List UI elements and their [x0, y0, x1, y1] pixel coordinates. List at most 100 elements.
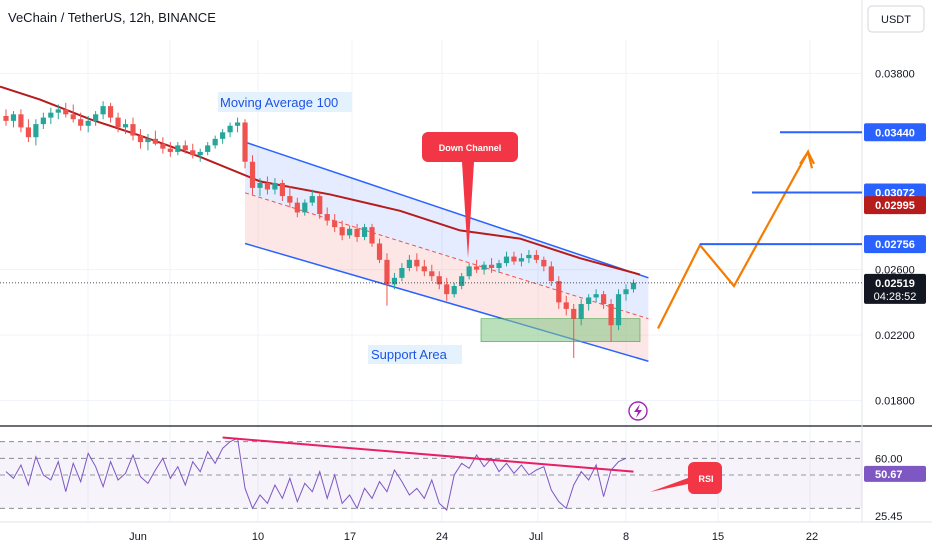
candle-body	[601, 294, 607, 304]
ma-label-bg	[218, 92, 352, 112]
candle-body	[234, 122, 241, 126]
currency-button[interactable]	[867, 5, 925, 33]
chart-title: VeChain / TetherUS, 12h, BINANCE	[8, 10, 216, 25]
price-label: 0.03440	[875, 127, 915, 139]
candle-body	[324, 214, 330, 221]
support-zone	[480, 318, 641, 342]
candle-body	[444, 284, 450, 295]
price-label-bg	[864, 235, 926, 254]
candle-body	[399, 268, 405, 278]
candle-body	[48, 112, 54, 118]
candle-body	[347, 228, 353, 236]
time-tick-label: Jun	[129, 531, 147, 543]
projection-line	[657, 148, 814, 330]
candle-body	[496, 263, 502, 269]
flash-icon[interactable]	[628, 401, 648, 421]
price-label-bg	[864, 196, 926, 215]
candle-body	[511, 256, 517, 262]
candle-body	[481, 264, 487, 270]
candle-body	[3, 115, 9, 121]
candle-body	[436, 276, 442, 285]
price-label-bg	[864, 123, 926, 142]
candle-body	[548, 266, 554, 282]
candle-body	[571, 308, 577, 319]
projection-arrowhead	[799, 149, 815, 165]
currency-button-label[interactable]: USDT	[881, 14, 911, 26]
candle-body	[182, 145, 188, 151]
candle-body	[630, 282, 637, 290]
time-tick-label: Jul	[529, 531, 543, 543]
rsi-callout-label: RSI	[698, 474, 713, 484]
candle-body	[459, 276, 465, 287]
candle-body	[175, 145, 181, 152]
rsi-tick-label: 60.00	[875, 453, 903, 465]
candle-body	[593, 294, 599, 298]
candle-body	[309, 196, 315, 203]
rsi-value-bg	[864, 465, 926, 482]
time-tick-label: 22	[806, 531, 818, 543]
candle-body	[25, 127, 32, 138]
rsi-tick-label: 25.45	[875, 511, 903, 523]
candle-body	[526, 254, 532, 259]
candle-body	[33, 124, 39, 138]
candle-body	[615, 294, 622, 326]
support-area	[480, 318, 641, 342]
rsi-band	[0, 441, 862, 509]
candle-body	[227, 125, 233, 133]
candle-body	[488, 264, 495, 269]
candle-body	[332, 220, 338, 228]
candle-body	[317, 196, 323, 215]
channel-upper-fill	[245, 142, 649, 319]
time-tick-label: 24	[436, 531, 448, 543]
candle-body	[578, 303, 584, 319]
candle-body	[474, 266, 480, 270]
candle-body	[212, 138, 218, 146]
channel-upper-line	[244, 141, 649, 279]
price-tick-label: 0.01800	[875, 395, 915, 407]
candle-body	[145, 138, 151, 143]
candle-body	[414, 259, 420, 267]
time-tick-label: 17	[344, 531, 356, 543]
candle-body	[294, 202, 300, 213]
candle-body	[384, 259, 390, 285]
candle-body	[376, 243, 383, 260]
callouts: Moving Average 100 Down Channel Support Ar…	[218, 92, 722, 494]
candle-body	[70, 114, 76, 120]
channel-callout-bubble	[422, 132, 518, 258]
candle-body	[533, 254, 539, 260]
candle-body	[466, 266, 472, 277]
support-label-bg	[368, 345, 462, 364]
candle-body	[406, 259, 412, 269]
candle-body	[10, 114, 17, 121]
candle-body	[257, 182, 263, 188]
rsi-series	[5, 436, 634, 511]
candle-body	[190, 150, 196, 156]
rsi-trendline	[222, 436, 634, 473]
candle-body	[556, 281, 562, 303]
candle-body	[541, 259, 547, 267]
price-tick-label: 0.03800	[875, 68, 915, 80]
candle-body	[563, 302, 569, 309]
rsi-callout-bubble	[650, 462, 722, 494]
candle-body	[361, 227, 368, 237]
countdown-label: 04:28:52	[874, 291, 917, 303]
rsi-value-label: 50.67	[875, 469, 903, 481]
ma-label: Moving Average 100	[220, 95, 338, 110]
candle-body	[369, 227, 375, 244]
candle-body	[152, 138, 158, 144]
candle-body	[421, 266, 427, 272]
candle-body	[93, 114, 99, 121]
price-label-bg	[864, 273, 926, 304]
candle-body	[205, 145, 211, 152]
candle-body	[287, 196, 293, 203]
candle-body	[354, 228, 360, 237]
price-axis: 0.018000.022000.026000.038000.034400.030…	[864, 68, 926, 523]
candle-body	[518, 258, 525, 262]
candle-body	[339, 227, 345, 236]
candle-body	[197, 151, 203, 156]
projection-path	[657, 148, 815, 330]
candle-body	[302, 202, 308, 213]
header: VeChain / TetherUS, 12h, BINANCE USDT	[8, 5, 925, 33]
price-tick-label: 0.02600	[875, 265, 915, 277]
